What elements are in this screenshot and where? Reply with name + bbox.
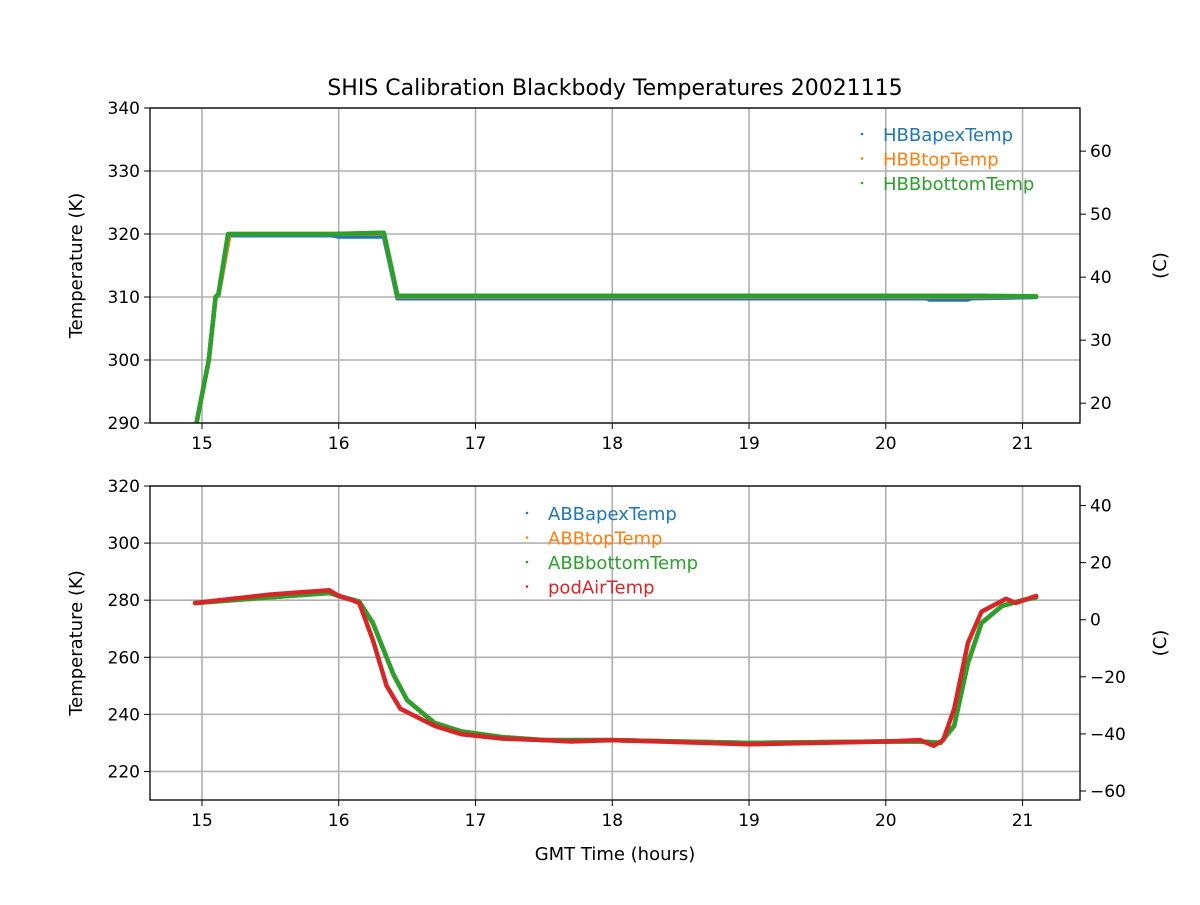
y-right-tick-label: 30	[1090, 331, 1112, 351]
legend-marker	[525, 511, 529, 515]
axes-frame	[149, 485, 1081, 801]
legend-label: podAirTemp	[548, 578, 655, 599]
legend-marker	[525, 560, 529, 564]
y-tick-label: 280	[108, 591, 140, 611]
legend-label: ABBapexTemp	[548, 504, 677, 525]
y-right-tick-label: −20	[1090, 668, 1126, 688]
legend-label: HBBtopTemp	[883, 150, 999, 171]
x-tick-label: 21	[1012, 434, 1034, 454]
y-axis-label: Temperature (K)	[66, 193, 87, 340]
series-line-ABBbottomTemp	[192, 590, 1039, 746]
y-right-tick-label: 50	[1090, 205, 1112, 225]
y-tick-label: 260	[108, 648, 140, 668]
y-axis-label: Temperature (K)	[66, 570, 87, 717]
series-line-ABBtopTemp	[192, 590, 1039, 746]
legend-marker	[525, 585, 529, 588]
x-tick-label: 17	[465, 811, 487, 831]
chart-title: SHIS Calibration Blackbody Temperatures …	[327, 76, 902, 101]
axes-frame	[149, 107, 1081, 424]
y-right-tick-label: −60	[1090, 782, 1126, 802]
y-tick-label: 310	[108, 288, 140, 308]
y-tick-label: 240	[108, 705, 140, 725]
x-tick-label: 15	[191, 434, 213, 454]
y-right-tick-label: 20	[1090, 554, 1112, 574]
legend-marker	[525, 536, 529, 539]
legend-label: HBBbottomTemp	[883, 174, 1034, 195]
legend-marker	[860, 132, 864, 136]
legend-label: HBBapexTemp	[883, 125, 1013, 146]
y-right-tick-label: 40	[1090, 268, 1112, 288]
y-tick-label: 330	[108, 162, 140, 182]
y-tick-label: 300	[108, 351, 140, 371]
legend-marker	[860, 181, 864, 185]
series-line-HBBbottomTemp	[194, 230, 1039, 423]
x-tick-label: 18	[601, 811, 623, 831]
legend-marker	[860, 157, 864, 160]
y-tick-label: 320	[108, 225, 140, 245]
series-line-ABBapexTemp	[192, 590, 1039, 746]
legend: ABBapexTemp ABBtopTemp ABBbottomTemp podAir…	[525, 504, 698, 599]
x-tick-label: 16	[328, 434, 350, 454]
series-line-HBBtopTemp	[194, 231, 1039, 423]
legend-label: ABBtopTemp	[548, 529, 662, 550]
axes-1: 15 16 17 18 19 20 21 290 300 310 320 330 340 20 30 40 50…	[66, 99, 1171, 454]
x-tick-label: 16	[328, 811, 350, 831]
x-tick-label: 20	[875, 811, 897, 831]
y-right-tick-label: 40	[1090, 497, 1112, 517]
y-tick-label: 340	[108, 99, 140, 119]
x-tick-label: 15	[191, 811, 213, 831]
series-line-podAirTemp	[192, 587, 1039, 749]
y-right-tick-label: 0	[1090, 611, 1101, 631]
y-right-tick-label: −40	[1090, 725, 1126, 745]
y-right-tick-label: 60	[1090, 142, 1112, 162]
x-axis-label: GMT Time (hours)	[535, 844, 696, 865]
y-right-axis-label: (C)	[1150, 252, 1171, 279]
series-line-HBBapexTemp	[194, 233, 1039, 423]
y-tick-label: 220	[108, 762, 140, 782]
x-tick-label: 19	[738, 434, 760, 454]
y-tick-label: 300	[108, 534, 140, 554]
x-tick-label: 21	[1012, 811, 1034, 831]
y-tick-label: 320	[108, 477, 140, 497]
y-tick-label: 290	[108, 414, 140, 434]
y-right-tick-label: 20	[1090, 394, 1112, 414]
x-tick-label: 20	[875, 434, 897, 454]
legend-label: ABBbottomTemp	[548, 553, 698, 574]
x-tick-label: 18	[601, 434, 623, 454]
x-tick-label: 17	[465, 434, 487, 454]
y-right-axis-label: (C)	[1150, 630, 1171, 657]
legend: HBBapexTemp HBBtopTemp HBBbottomTemp	[860, 125, 1034, 195]
x-tick-label: 19	[738, 811, 760, 831]
axes-2: 15 16 17 18 19 20 21 220 240 260 280 300 320 −60 −40 −2…	[66, 477, 1171, 831]
